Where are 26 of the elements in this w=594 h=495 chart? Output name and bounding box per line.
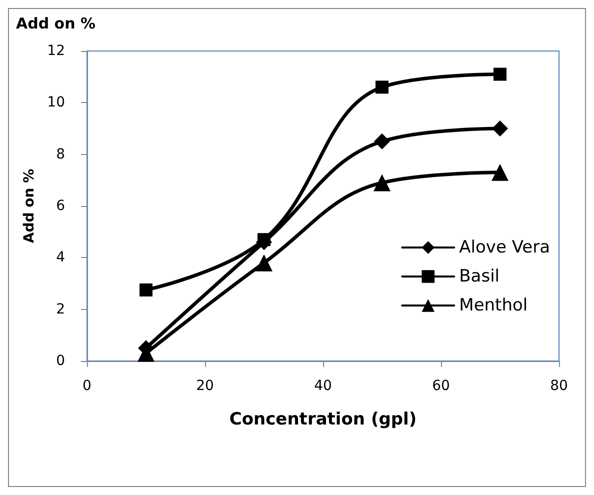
point	[374, 133, 390, 150]
y-tick-label: 4	[56, 250, 66, 266]
x-tick-label: 80	[550, 378, 568, 394]
point	[376, 80, 388, 94]
y-tick-label: 6	[56, 198, 66, 214]
x-tick-label: 40	[314, 378, 332, 394]
x-tick-label: 0	[82, 378, 92, 394]
x-axis-title: Concentration (gpl)	[229, 410, 417, 430]
point	[492, 120, 508, 136]
x-tick-label: 20	[196, 378, 214, 394]
point	[374, 174, 390, 192]
point	[492, 164, 508, 181]
y-tick-label: 12	[47, 43, 65, 59]
point	[494, 68, 506, 81]
legend-label: Alove Vera	[459, 238, 550, 258]
y-tick-label: 0	[56, 353, 65, 369]
legend-label: Basil	[459, 266, 500, 286]
point	[140, 283, 152, 296]
chart-title: Add on %	[16, 14, 96, 32]
y-tick-label: 2	[56, 301, 65, 318]
x-tick-label: 60	[432, 378, 450, 394]
y-tick-label: 8	[56, 146, 65, 162]
y-tick-label: 10	[47, 94, 65, 111]
legend-label: Menthol	[459, 296, 528, 316]
point	[256, 254, 272, 272]
y-axis-title: Add on %	[21, 168, 38, 244]
